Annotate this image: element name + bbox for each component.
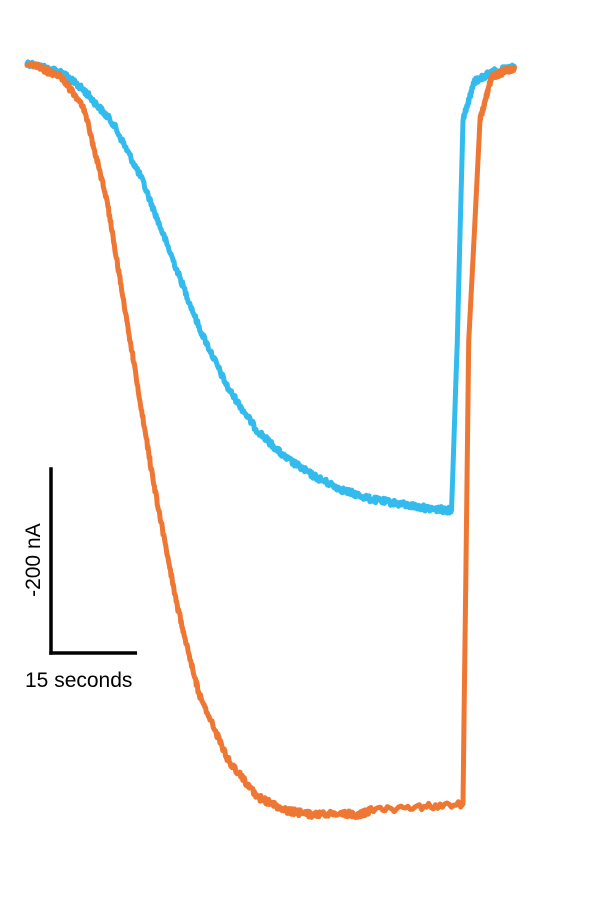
scale-bar: 15 seconds -200 nA [22,467,138,692]
trace-orange [24,60,518,820]
scale-bar-y-label: -200 nA [22,523,45,597]
scale-bar-x-label: 15 seconds [25,669,132,692]
trace-blue [24,59,518,516]
traces-group [24,59,518,820]
